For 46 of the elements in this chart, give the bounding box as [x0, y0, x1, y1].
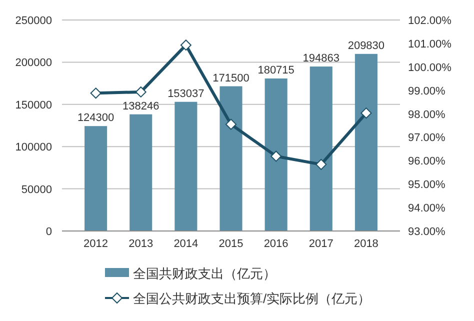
x-tick-label: 2014: [174, 238, 198, 250]
bar: [174, 102, 198, 231]
y-tick-label: 200000: [15, 57, 52, 70]
point: [270, 150, 282, 162]
legend-label: 全国公共财政支出预算/实际比例（亿元）: [133, 291, 371, 306]
y2-tick-label: 100.00%: [408, 62, 452, 74]
data-label: 124300: [77, 112, 114, 124]
y2-tick-label: 93.00%: [408, 226, 446, 238]
y2-tick-label: 99.00%: [408, 85, 446, 98]
y2-tick-label: 95.00%: [408, 179, 446, 192]
point: [180, 40, 192, 51]
y2-tick-label: 97.00%: [408, 132, 446, 144]
point: [360, 108, 372, 119]
bar: [310, 66, 332, 231]
point: [226, 118, 236, 130]
bar: [130, 114, 152, 231]
bar: [84, 126, 108, 231]
y2-tick-label: 98.00%: [408, 108, 446, 121]
legend-label: 全国共财政支出（亿元）: [133, 266, 276, 281]
data-label: 171500: [212, 72, 250, 84]
x-tick-label: 2012: [84, 238, 108, 250]
x-tick-label: 2015: [218, 238, 244, 250]
x-tick-label: 2017: [308, 238, 334, 250]
data-label: 180715: [258, 64, 294, 76]
data-label: 194863: [302, 52, 340, 65]
y2-tick-label: 101.00%: [408, 38, 452, 50]
y2-tick-label: 94.00%: [408, 202, 446, 215]
data-label: 209830: [348, 40, 385, 52]
y-tick-label: 100000: [15, 142, 52, 154]
data-label: 153037: [168, 88, 204, 100]
data-label: 138246: [122, 100, 160, 112]
x-tick-label: 2018: [354, 238, 378, 250]
y-tick-label: 0: [46, 226, 52, 238]
point: [316, 158, 327, 170]
y-tick-label: 50000: [21, 184, 52, 196]
y2-tick-label: 96.00%: [408, 156, 446, 168]
y2-tick-label: 102.00%: [408, 15, 452, 27]
point: [135, 86, 146, 98]
x-tick-label: 2016: [264, 238, 288, 250]
x-tick-label: 2013: [128, 238, 154, 250]
bar: [264, 78, 288, 231]
bar: [354, 54, 378, 231]
y-tick-label: 250000: [15, 15, 52, 27]
point: [90, 88, 102, 99]
y-tick-label: 150000: [15, 99, 52, 112]
bar: [220, 86, 242, 231]
